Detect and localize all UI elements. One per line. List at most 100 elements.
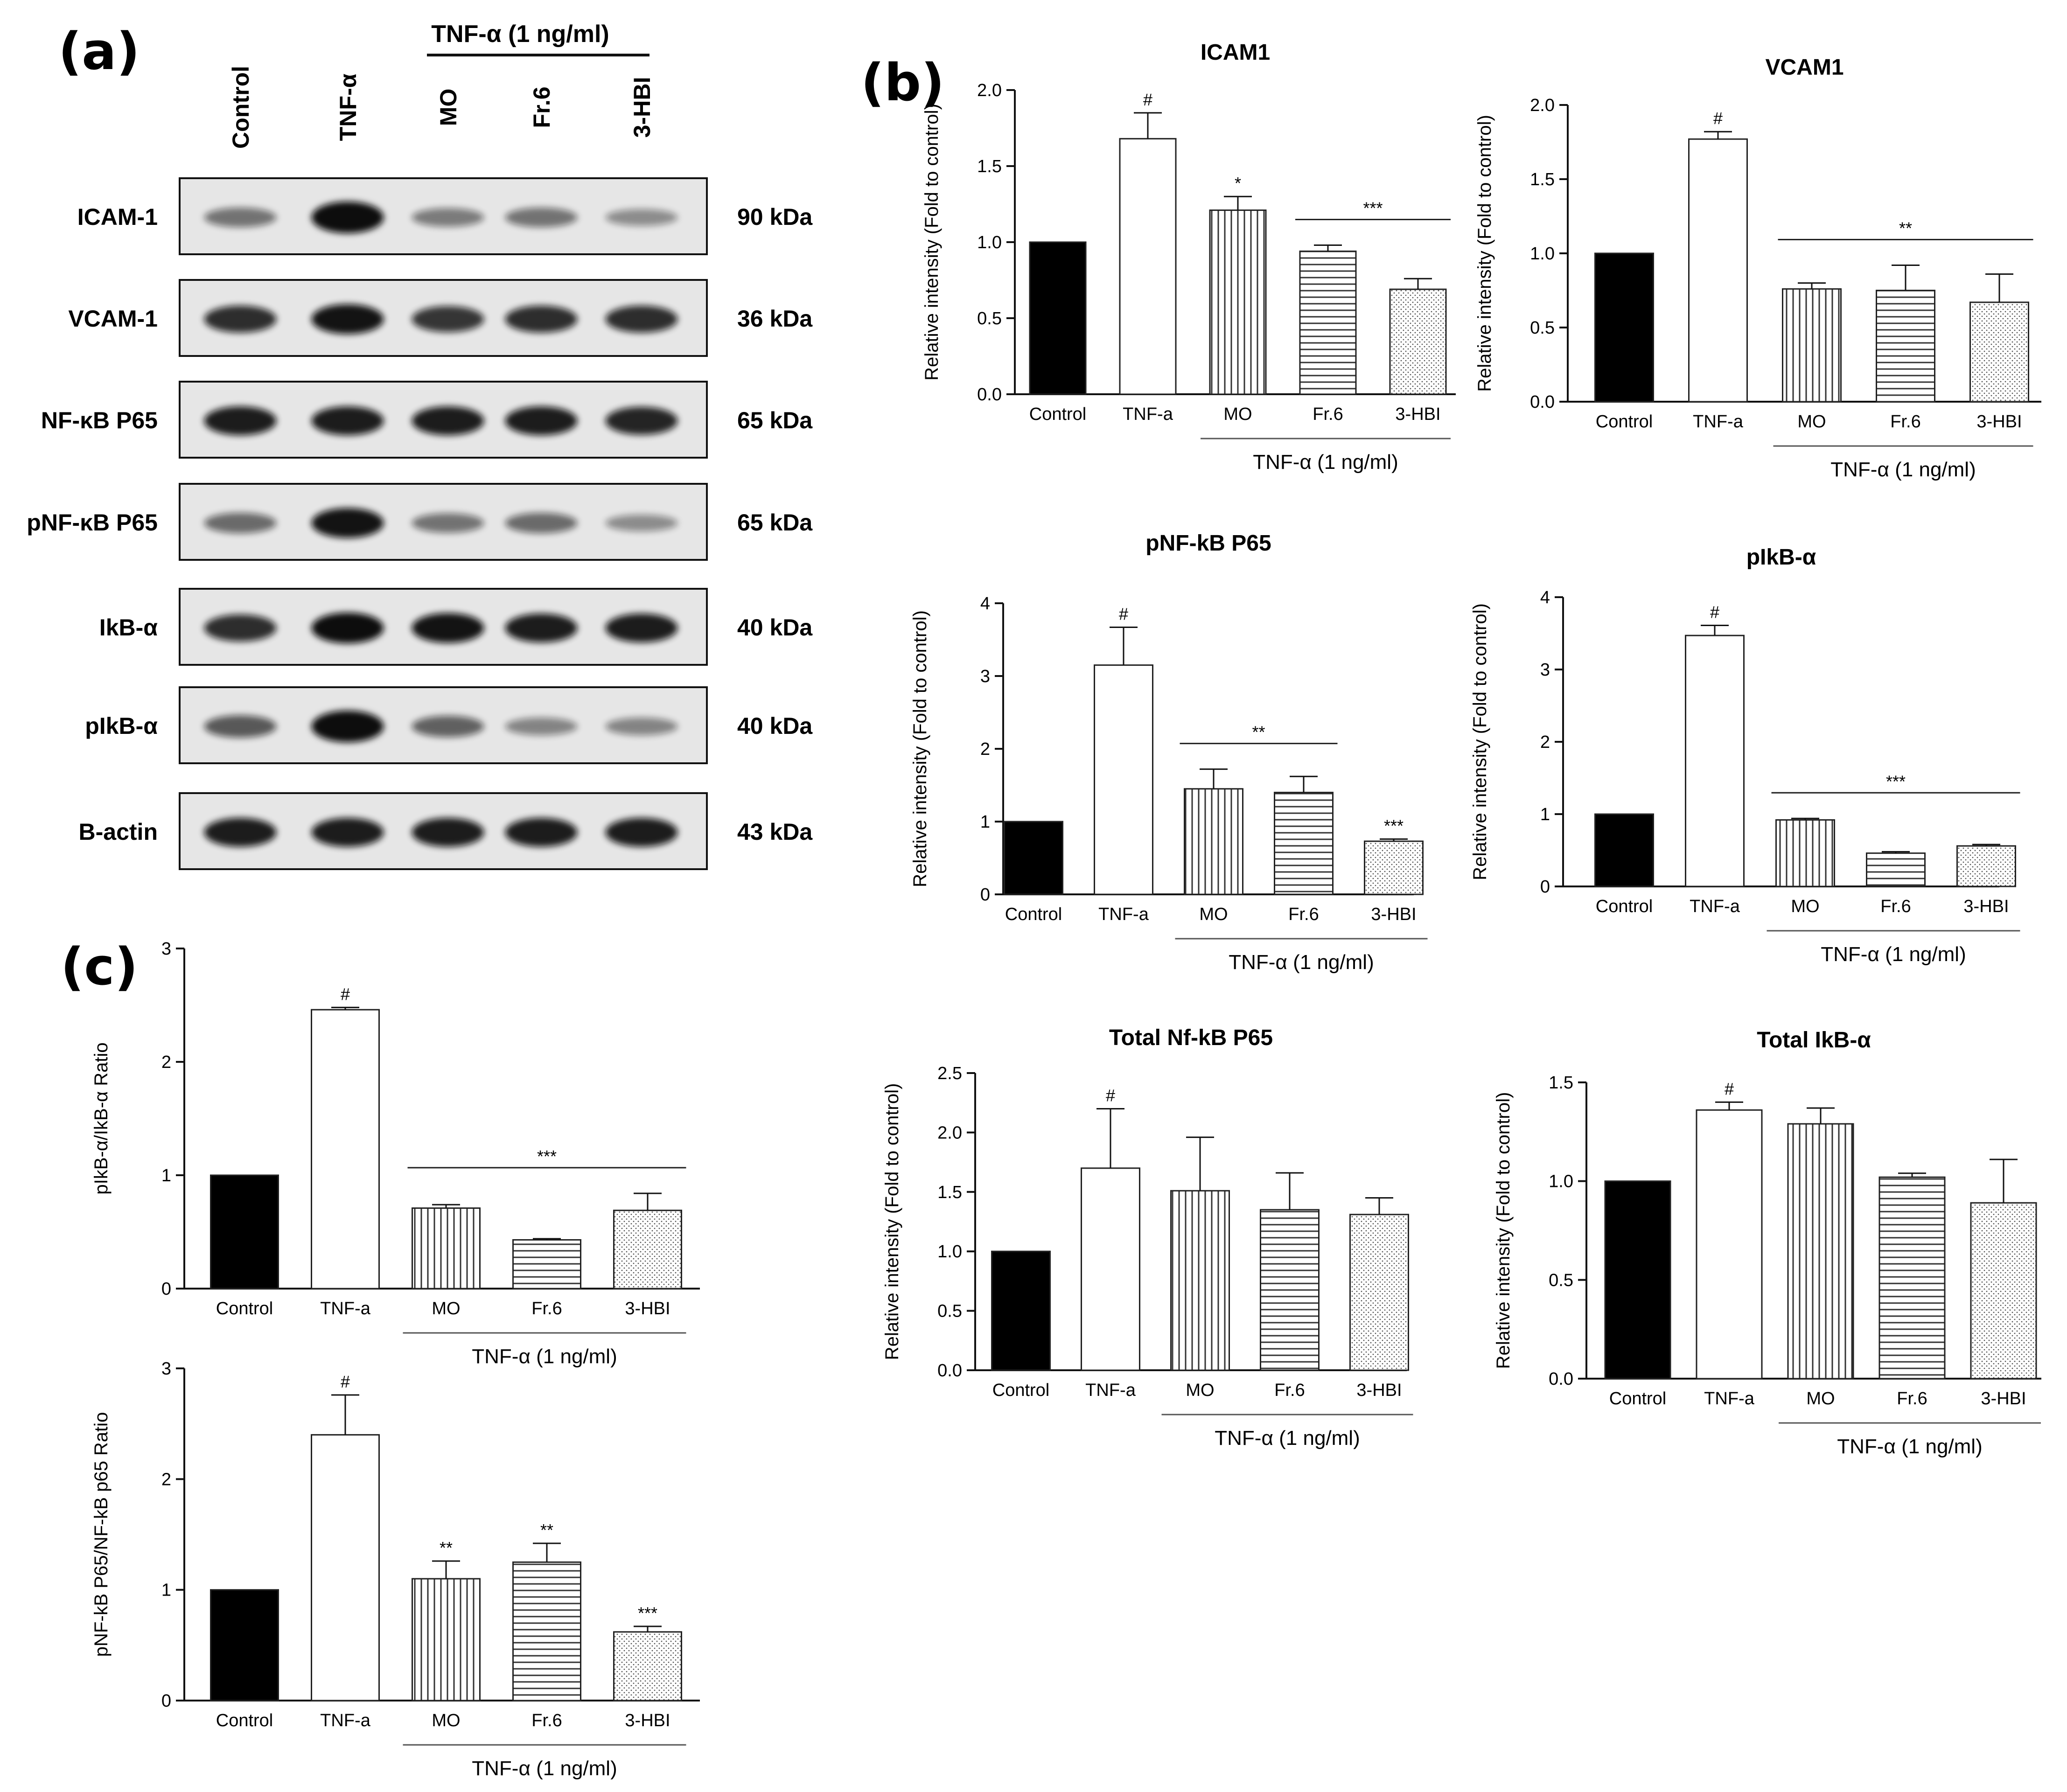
blot-lane-label-2: MO [435,89,461,126]
x-tick-label: MO [432,1711,460,1730]
blot-band-5-2 [412,716,484,737]
bar-control [1594,252,1654,403]
significance-marker: *** [638,1604,657,1623]
significance-marker: ** [1899,218,1912,237]
blot-lane-label-1: TNF-α [335,73,361,141]
y-tick-label: 1.5 [977,157,1002,176]
blot-band-2-1 [311,406,384,435]
chart-title: Total IkB-α [1757,1028,1871,1053]
blot-row-label-3: pNF-κB P65 [27,509,158,536]
bar-3-hbi [1956,845,2016,887]
bar-fr-6 [1878,1176,1946,1380]
y-tick-label: 1 [161,1166,171,1185]
chart-title: pNF-kB P65 [1145,531,1271,556]
bar-tnf-a [1081,1167,1140,1371]
blot-band-3-0 [204,513,277,533]
x-tick-label: MO [1806,1389,1835,1408]
x-tick-label: MO [432,1299,460,1318]
y-tick-label: 1.5 [1549,1073,1573,1093]
blot-row-label-6: B-actin [79,819,158,845]
x-tick-label: Control [1029,404,1087,424]
chart-pikba: pIkB-α 0 1 2 3 4 Relative intensity (Fold to c… [1470,545,2020,966]
significance-marker: *** [1886,772,1906,791]
bar-control [1604,1180,1671,1380]
y-tick-label: 1.0 [977,233,1002,252]
x-tick-label: TNF-a [1098,905,1149,924]
blot-row-6: B-actin 43 kDa [79,792,813,870]
blot-row-2: NF-κB P65 65 kDa [41,381,813,459]
blot-row-label-1: VCAM-1 [68,306,158,332]
x-tick-label: 3-HBI [1356,1381,1402,1400]
chart-icam1: ICAM1 0.0 0.5 1.0 1.5 2.0 Relative intensity (… [922,40,1456,474]
bar-tnf-a [1685,635,1745,887]
bar-mo [1170,1190,1230,1371]
chart-ratio-nfkb: 0 1 2 3 pNF-kB P65/NF-kB p65 Ratio Control TNF… [91,1359,700,1780]
treatment-group-label: TNF-α (1 ng/ml) [1837,1435,1982,1458]
blot-band-6-2 [412,818,484,847]
blot-band-0-2 [412,208,484,227]
chart-ratio-ikb: 0 1 2 3 pIkB-α/IkB-α Ratio Control TNF-a MO Fr.6… [91,939,700,1368]
chart-pnfkb: pNF-kB P65 0 1 2 3 4 Relative intensity (Fold … [910,531,1428,974]
blot-band-6-4 [605,818,678,847]
chart-totnfkb: Total Nf-kB P65 0.0 0.5 1.0 1.5 2.0 2.5 Relativ… [882,1025,1413,1450]
blot-band-6-0 [204,818,277,847]
chart-title: pIkB-α [1746,545,1816,570]
x-tick-label: Fr.6 [531,1299,562,1318]
blot-band-0-0 [204,208,277,227]
blot-lane-label-4: 3-HBI [629,77,655,138]
bar-mo [1787,1123,1854,1380]
significance-marker: *** [537,1147,557,1166]
blot-kda-label-2: 65 kDa [737,407,813,433]
y-tick-label: 0 [1540,877,1550,897]
x-tick-label: 3-HBI [1371,905,1416,924]
significance-marker: *** [1384,816,1404,835]
blot-band-1-1 [311,304,384,334]
y-tick-label: 3 [980,667,990,686]
blot-band-1-2 [412,306,484,332]
blot-treatment-header: TNF-α (1 ng/ml) [431,21,609,48]
bar-3-hbi [613,1631,682,1701]
blot-band-3-4 [605,515,678,531]
blot-band-2-2 [412,406,484,435]
bar-tnf-a [311,1434,380,1701]
significance-marker: * [1235,174,1241,193]
bar-mo [1184,788,1243,895]
blot-band-0-1 [311,202,384,233]
treatment-group-label: TNF-α (1 ng/ml) [472,1757,617,1780]
bar-mo [1209,209,1267,395]
significance-marker: # [341,984,350,1004]
blot-row-0: ICAM-1 90 kDa [77,177,813,255]
blot-lane-label-0: Control [228,66,254,149]
y-tick-label: 4 [980,594,990,614]
blot-band-3-1 [311,508,384,538]
y-axis-label: pNF-kB P65/NF-kB p65 Ratio [91,1412,112,1657]
bar-3-hbi [1969,301,2029,403]
blot-band-2-3 [505,406,578,435]
chart-title: ICAM1 [1201,40,1270,65]
bar-3-hbi [1364,840,1424,895]
bar-control [1594,813,1654,887]
bar-tnf-a [1119,138,1177,395]
x-tick-label: MO [1797,412,1826,432]
blot-band-1-0 [204,306,277,333]
x-tick-label: TNF-a [320,1299,371,1318]
y-tick-label: 1.0 [1549,1172,1573,1192]
bar-control [1004,821,1063,895]
blot-row-1: VCAM-1 36 kDa [68,279,813,357]
significance-marker: ** [440,1538,453,1557]
blot-row-4: IkB-α 40 kDa [99,588,813,666]
significance-marker: # [1713,109,1723,128]
blot-lane-label-3: Fr.6 [529,87,555,128]
y-tick-label: 2 [161,1470,171,1489]
blot-row-label-0: ICAM-1 [77,204,158,230]
x-tick-label: Fr.6 [531,1711,562,1730]
blot-band-2-4 [605,407,678,435]
bar-3-hbi [1970,1202,2037,1380]
y-tick-label: 1 [1540,805,1550,824]
bar-3-hbi [613,1209,682,1290]
x-tick-label: Control [216,1299,273,1318]
blot-band-4-0 [204,614,277,641]
y-tick-label: 0.5 [977,309,1002,328]
chart-totikba: Total IkB-α 0.0 0.5 1.0 1.5 Relative intensit… [1493,1028,2041,1458]
